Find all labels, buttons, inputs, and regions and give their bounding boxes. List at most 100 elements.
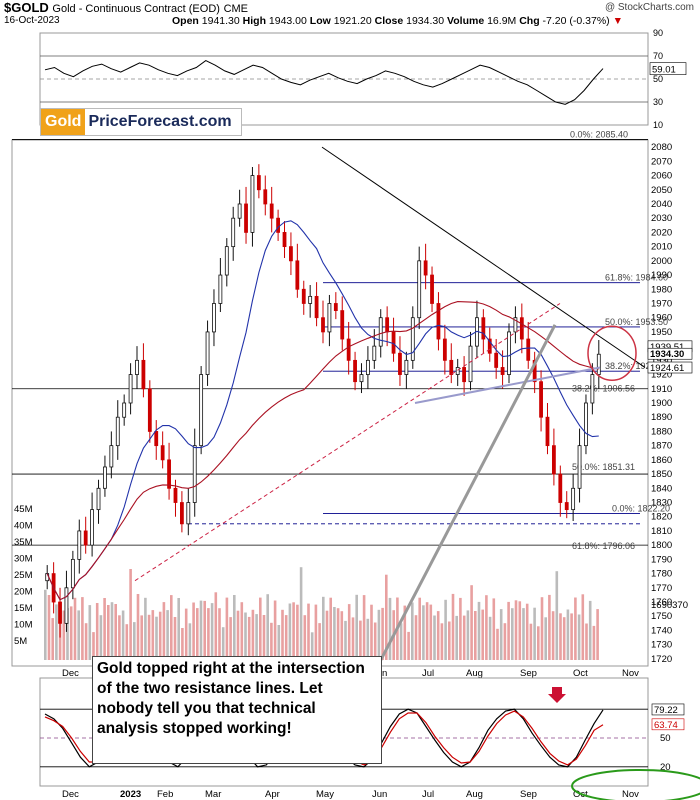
volume-bar <box>455 615 458 660</box>
candle-body <box>154 431 159 447</box>
candle-body <box>513 317 518 333</box>
volume-bar <box>355 594 358 660</box>
candle-body <box>564 502 569 511</box>
volume-bar <box>84 623 88 660</box>
volume-bar <box>462 615 466 660</box>
price-tick-label: 1840 <box>651 483 672 494</box>
volume-bar <box>340 611 344 660</box>
volume-bar <box>166 610 169 660</box>
candle-body <box>558 473 563 503</box>
volume-bar <box>207 608 210 660</box>
candle-body <box>526 338 531 361</box>
moving-average-200 <box>46 301 599 601</box>
candle-body <box>545 416 550 447</box>
volume-bar <box>218 608 221 660</box>
volume-bar <box>203 600 206 660</box>
price-tick-label: 2010 <box>651 242 672 253</box>
volume-bar <box>303 615 307 660</box>
x-axis-label-bottom: Nov <box>622 789 639 800</box>
volume-bar <box>170 595 173 660</box>
x-axis-label-bottom: Aug <box>466 789 483 800</box>
x-axis-label: Oct <box>573 668 588 679</box>
price-tick-label: 1980 <box>651 284 672 295</box>
x-axis-label-bottom: Feb <box>157 789 173 800</box>
volume-bar <box>155 616 158 660</box>
volume-tick-label: 5M <box>14 636 27 647</box>
volume-bar <box>229 617 232 660</box>
volume-bar <box>255 614 258 660</box>
volume-bar <box>470 585 473 660</box>
chart-title: $GOLD Gold - Continuous Contract (EOD) C… <box>4 0 248 15</box>
volume-tick-label: 40M <box>14 521 33 532</box>
candle-body <box>596 353 601 375</box>
volume-bar <box>514 600 518 660</box>
price-tick-label: 1900 <box>651 398 672 409</box>
volume-bar <box>499 609 503 660</box>
volume-tick-label: 35M <box>14 537 33 548</box>
volume-bar <box>388 597 392 660</box>
rsi-last-box <box>649 62 687 75</box>
candle-body <box>141 359 146 390</box>
candle-body <box>231 217 236 248</box>
volume-bar <box>459 597 462 660</box>
volume-bar <box>562 617 566 660</box>
volume-bar <box>136 594 140 660</box>
volume-bar <box>422 605 425 660</box>
volume-bar <box>507 601 510 660</box>
candle-body <box>122 402 127 418</box>
candle-body <box>532 359 537 383</box>
candle-body <box>289 246 293 262</box>
candle-body <box>436 303 441 340</box>
volume-bar <box>251 609 255 660</box>
volume-bar <box>433 615 436 660</box>
volume-bar <box>262 615 266 660</box>
resistance-trendline <box>321 146 646 368</box>
candle-body <box>83 530 88 546</box>
moving-average-50 <box>46 220 599 601</box>
candle-body <box>77 530 82 560</box>
volume-tick-label: 15M <box>14 603 33 614</box>
annotation-box: Gold topped right at the intersection of… <box>92 656 382 764</box>
price-tick-label: 1950 <box>651 327 672 338</box>
volume-bar <box>147 614 151 660</box>
candle-body <box>192 445 197 503</box>
volume-bar <box>299 567 303 660</box>
volume-bar <box>288 603 292 660</box>
volume-bar <box>351 617 355 660</box>
low-value: 1921.20 <box>333 15 372 27</box>
x-axis-label-bottom: Jul <box>422 789 434 800</box>
price-tick-label: 1990 <box>651 270 672 281</box>
change-down-icon: ▼ <box>612 15 623 27</box>
volume-bar <box>66 608 69 660</box>
candle-body <box>186 502 191 525</box>
candle-body <box>103 466 107 489</box>
stoch-d-box <box>651 718 685 731</box>
x-axis-label: Dec <box>62 668 79 679</box>
volume-bar <box>121 610 125 660</box>
candle-body <box>256 175 261 191</box>
x-axis-label-bottom: May <box>316 789 334 800</box>
volume-bar <box>173 617 177 660</box>
candle-body <box>372 345 377 361</box>
volume-bar <box>162 602 166 660</box>
candle-body <box>468 345 473 383</box>
volume-bar <box>533 607 536 660</box>
volume-bar <box>225 597 229 660</box>
candle-body <box>115 416 120 447</box>
volume-bar <box>418 597 421 660</box>
price-tick-label: 1960 <box>651 313 672 324</box>
high-value: 1943.00 <box>268 15 307 27</box>
logo: Gold PriceForecast.com <box>40 108 242 136</box>
volume-bar <box>81 597 84 660</box>
volume-bar <box>403 605 407 660</box>
volume-bar <box>474 611 477 660</box>
price-tick-label: 2000 <box>651 256 672 267</box>
volume-bar <box>240 602 244 660</box>
volume-bar <box>529 623 533 660</box>
volume-bar <box>359 620 362 660</box>
volume-bar <box>125 624 129 660</box>
candle-body <box>276 217 281 233</box>
x-axis-label-bottom: Apr <box>265 789 280 800</box>
candle-body <box>333 303 338 311</box>
volume-bar <box>95 603 99 660</box>
